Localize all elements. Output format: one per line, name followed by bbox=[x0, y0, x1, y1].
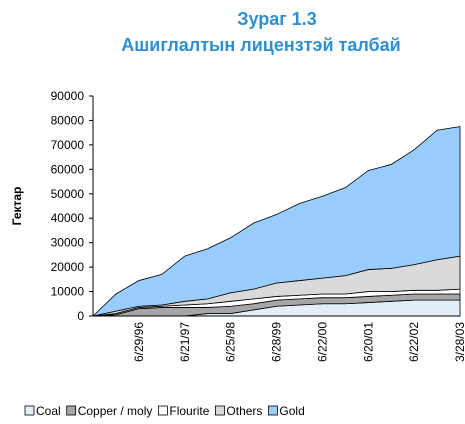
y-axis-label: Гектар bbox=[10, 187, 24, 226]
y-tick-label: 90000 bbox=[51, 89, 85, 103]
legend-label: Coal bbox=[36, 404, 61, 418]
x-tick-label: 6/20/01 bbox=[361, 322, 375, 362]
x-tick-label: 3/28/03 bbox=[453, 322, 465, 362]
legend-label: Flourite bbox=[169, 404, 209, 418]
y-tick-label: 70000 bbox=[51, 138, 85, 152]
x-tick-label: 6/29/96 bbox=[132, 322, 146, 362]
legend-label: Others bbox=[226, 404, 262, 418]
legend-swatch bbox=[215, 405, 225, 416]
x-tick-label: 6/21/97 bbox=[178, 322, 192, 362]
y-tick-label: 80000 bbox=[51, 113, 85, 127]
y-tick-label: 10000 bbox=[51, 285, 85, 299]
x-tick-label: 6/22/02 bbox=[407, 322, 421, 362]
legend-swatch bbox=[157, 405, 168, 416]
y-tick-label: 20000 bbox=[51, 260, 85, 274]
x-tick-label: 6/25/98 bbox=[224, 322, 238, 362]
legend-label: Gold bbox=[279, 404, 304, 418]
chart-title: Зураг 1.3 bbox=[237, 9, 317, 29]
x-tick-label: 6/22/00 bbox=[315, 322, 329, 362]
chart-subtitle: Ашиглалтын лицензтэй талбай bbox=[121, 35, 401, 55]
legend-swatch bbox=[268, 405, 278, 416]
y-tick-label: 0 bbox=[77, 309, 84, 323]
y-tick-label: 40000 bbox=[51, 211, 85, 225]
y-tick-label: 60000 bbox=[51, 162, 85, 176]
area bbox=[91, 126, 461, 317]
legend-swatch bbox=[24, 405, 35, 416]
legend-swatch bbox=[66, 405, 77, 416]
y-tick-label: 30000 bbox=[51, 236, 85, 250]
legend-label: Copper / moly bbox=[78, 404, 153, 418]
x-tick-label: 6/28/99 bbox=[270, 322, 284, 362]
y-tick-label: 50000 bbox=[51, 187, 85, 201]
